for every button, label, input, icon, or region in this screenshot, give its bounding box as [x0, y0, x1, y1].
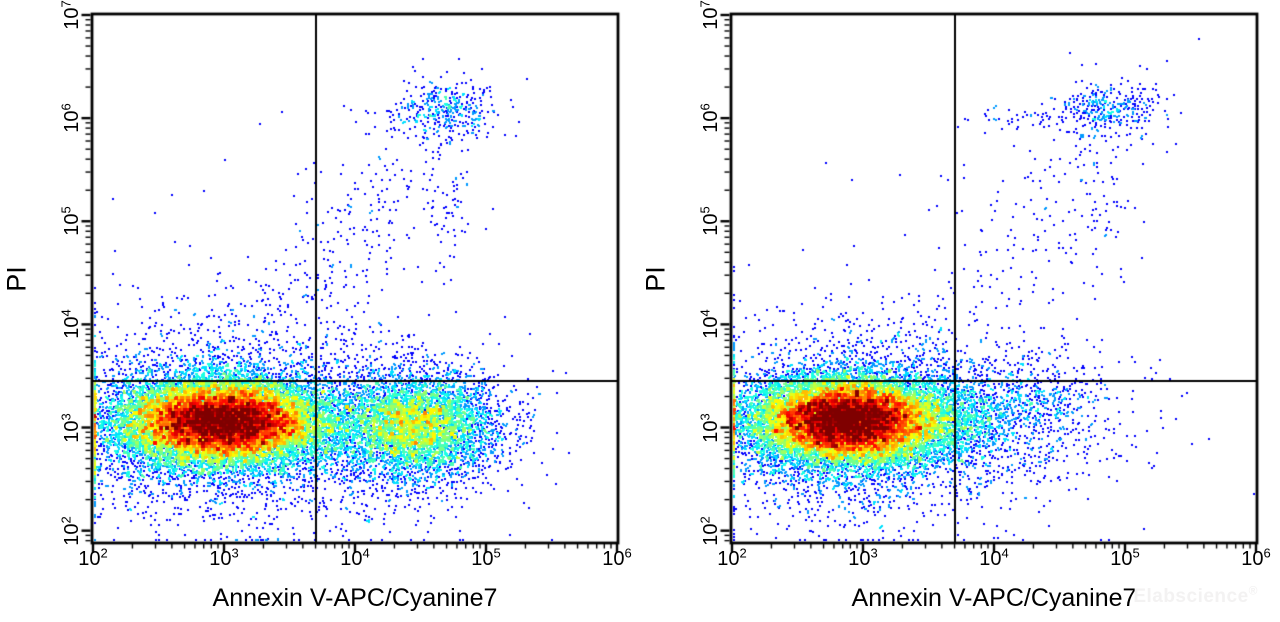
- y-tick-label: 103: [58, 413, 83, 443]
- y-tick-label: 102: [58, 516, 83, 546]
- x-tick-label: 103: [848, 545, 878, 570]
- x-tick-label: 102: [717, 545, 747, 570]
- x-tick-label: 102: [78, 545, 108, 570]
- y-tick-label: 105: [697, 206, 722, 236]
- x-tick-label: 104: [340, 545, 370, 570]
- y-tick-label: 106: [58, 103, 83, 133]
- y-tick-label: 104: [58, 309, 83, 339]
- y-axis-title-left: PI: [1, 266, 32, 292]
- y-axis-title-right: PI: [640, 266, 671, 292]
- y-tick-label: 107: [697, 0, 722, 30]
- x-tick-label: 104: [979, 545, 1009, 570]
- x-tick-label: 106: [602, 545, 632, 570]
- x-axis-title-right: Annexin V-APC/Cyanine7: [851, 584, 1137, 612]
- y-tick-label: 102: [697, 516, 722, 546]
- x-tick-label: 105: [471, 545, 501, 570]
- x-axis-title-left: Annexin V-APC/Cyanine7: [212, 584, 498, 612]
- elabscience-watermark: Elabscience®: [1133, 583, 1258, 607]
- x-tick-label: 105: [1110, 545, 1140, 570]
- watermark-registered-mark: ®: [1248, 583, 1258, 598]
- y-tick-label: 104: [697, 309, 722, 339]
- x-tick-label: 103: [209, 545, 239, 570]
- y-tick-label: 103: [697, 413, 722, 443]
- x-tick-label: 106: [1241, 545, 1271, 570]
- y-tick-label: 106: [697, 103, 722, 133]
- watermark-text: Elabscience: [1133, 586, 1249, 607]
- y-tick-label: 105: [58, 206, 83, 236]
- y-tick-label: 107: [58, 0, 83, 30]
